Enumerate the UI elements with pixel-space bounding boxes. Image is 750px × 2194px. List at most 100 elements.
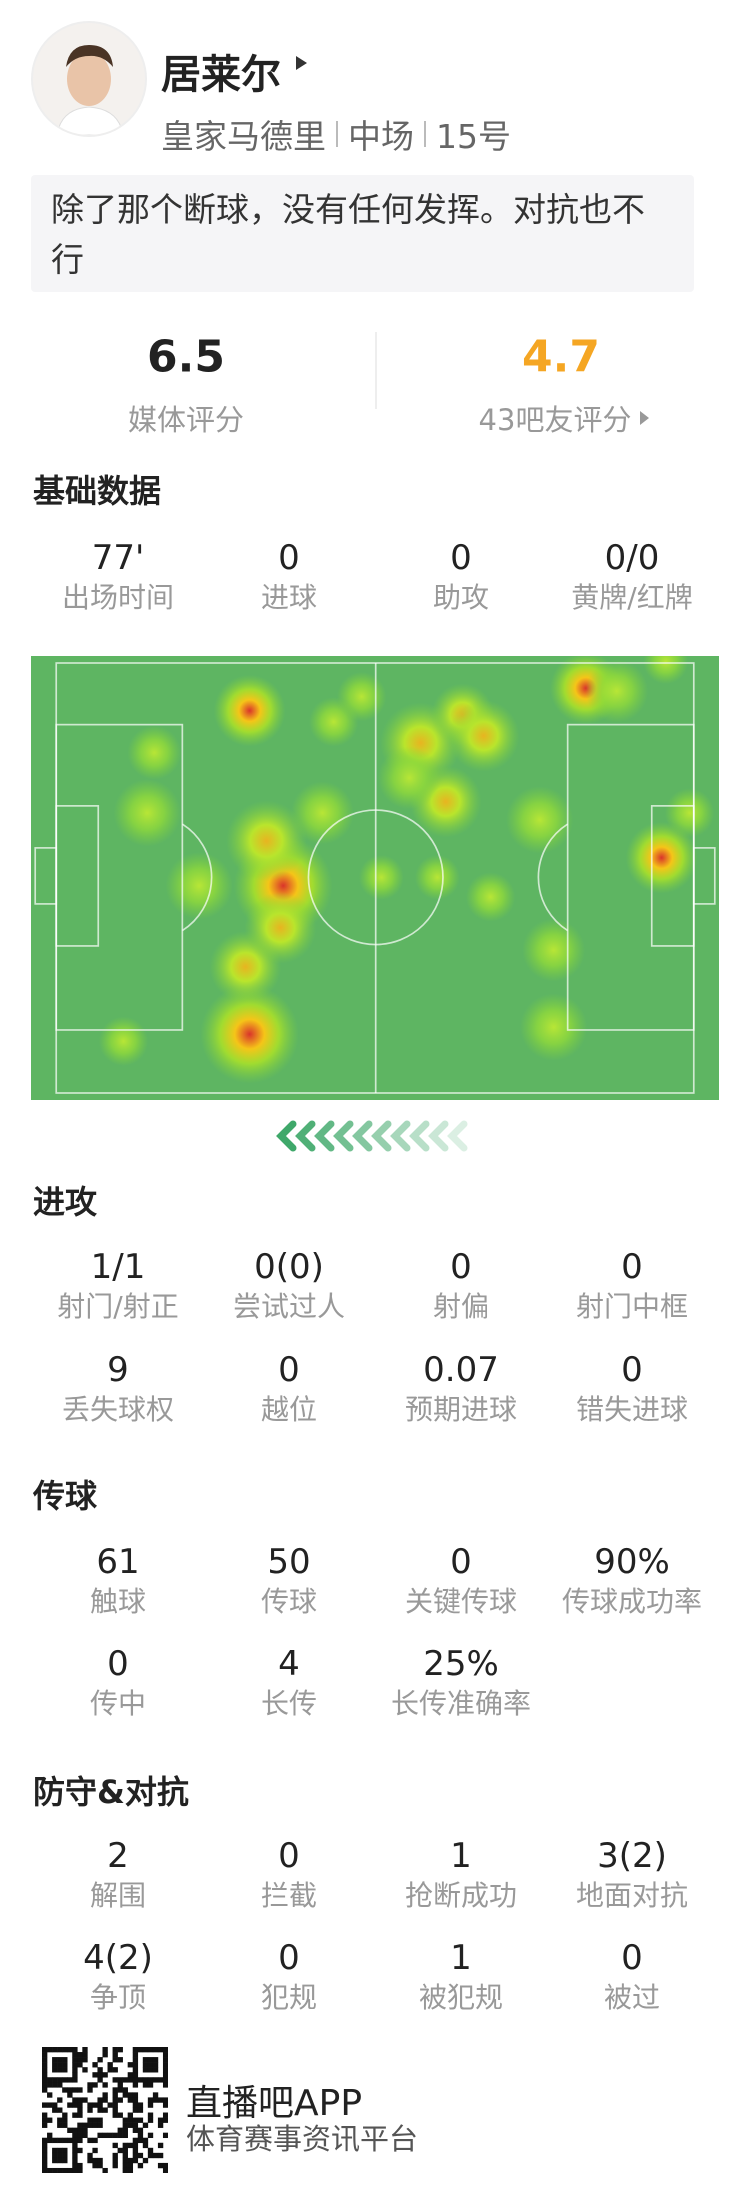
qr-module <box>97 2097 103 2103</box>
team: 皇家马德里 <box>161 117 326 156</box>
qr-module <box>97 2157 103 2164</box>
qr-module <box>57 2157 63 2164</box>
chevron <box>295 1120 316 1152</box>
stat-value: 0 <box>278 1938 300 1978</box>
qr-module <box>47 2102 53 2108</box>
qr-module <box>102 2167 108 2173</box>
qr-module <box>147 2057 154 2063</box>
heat-spot <box>226 800 307 882</box>
stat-label: 地面对抗 <box>575 1879 689 1912</box>
qr-module <box>152 2152 159 2159</box>
qr-module <box>162 2077 168 2083</box>
qr-module <box>82 2067 88 2073</box>
qr-module <box>127 2122 134 2128</box>
pager-indicator <box>276 1120 468 1152</box>
qr-module <box>92 2147 98 2154</box>
qr-module <box>112 2097 118 2103</box>
qr-module <box>127 2092 134 2098</box>
qr-module <box>112 2152 118 2159</box>
qr-module <box>42 2157 48 2164</box>
qr-module <box>57 2122 63 2128</box>
qr-module <box>57 2117 63 2123</box>
qr-module <box>132 2047 139 2053</box>
qr-module <box>112 2057 118 2063</box>
qr-module <box>132 2072 139 2078</box>
qr-module <box>72 2132 78 2139</box>
qr-module <box>112 2067 118 2073</box>
qr-module <box>52 2137 58 2144</box>
qr-module <box>117 2057 123 2063</box>
qr-module <box>122 2167 128 2173</box>
qr-module <box>137 2152 144 2159</box>
qr-module <box>127 2077 134 2083</box>
stat-value: 1 <box>450 1938 472 1978</box>
qr-module <box>92 2062 98 2068</box>
qr-module <box>77 2052 83 2058</box>
qr-module <box>57 2152 63 2159</box>
qr-module <box>127 2112 134 2118</box>
stat-value: 0.07 <box>423 1350 499 1390</box>
app-tagline: 体育赛事资讯平台 <box>186 2122 419 2156</box>
qr-module <box>67 2047 73 2053</box>
qr-module <box>112 2162 118 2169</box>
stat-value: 2 <box>107 1836 129 1876</box>
qr-module <box>112 2102 118 2108</box>
qr-module <box>62 2137 68 2144</box>
qr-module <box>112 2132 118 2139</box>
qr-module <box>107 2132 113 2139</box>
qr-module <box>147 2152 154 2159</box>
qr-module <box>67 2127 73 2133</box>
qr-module <box>122 2132 128 2139</box>
qr-module <box>132 2077 139 2083</box>
qr-module <box>132 2057 139 2063</box>
qr-module <box>42 2087 48 2093</box>
heat-spot <box>98 1016 149 1066</box>
stat-value: 0 <box>621 1938 643 1978</box>
qr-module <box>162 2102 168 2108</box>
qr-module <box>77 2087 83 2093</box>
stat-value: 0 <box>450 1542 472 1582</box>
qr-module <box>42 2047 48 2053</box>
qr-module <box>87 2122 93 2128</box>
stat-label: 出场时间 <box>61 581 175 614</box>
divider <box>375 332 377 409</box>
qr-module <box>57 2097 63 2103</box>
heat-spot <box>377 746 441 810</box>
qr-module <box>47 2132 53 2139</box>
fan-rating-label[interactable]: 43吧友评分 <box>478 403 632 437</box>
qr-module <box>162 2047 168 2053</box>
qr-module <box>77 2127 83 2133</box>
qr-module <box>132 2107 139 2113</box>
stat-value: 61 <box>96 1542 140 1582</box>
heat-spot <box>520 993 588 1061</box>
qr-module <box>72 2127 78 2133</box>
qr-module <box>72 2067 78 2073</box>
qr-module <box>112 2157 118 2164</box>
chevron <box>447 1120 468 1152</box>
heat-spot <box>244 891 317 964</box>
qr-module <box>77 2122 83 2128</box>
qr-module <box>132 2062 139 2068</box>
player-name[interactable]: 居莱尔 <box>161 52 281 98</box>
qr-module <box>42 2082 48 2088</box>
qr-module <box>162 2162 168 2169</box>
position: 中场 <box>348 117 414 156</box>
avatar[interactable] <box>31 21 147 137</box>
stat-label: 长传 <box>260 1687 318 1720</box>
chevron <box>276 1120 297 1152</box>
section-title: 防守&对抗 <box>33 1773 189 1811</box>
qr-module <box>157 2122 164 2128</box>
qr-module <box>87 2117 93 2123</box>
qr-module <box>152 2057 159 2063</box>
qr-module <box>87 2082 93 2088</box>
qr-module <box>52 2077 58 2083</box>
qr-module <box>122 2087 128 2093</box>
qr-module <box>102 2052 108 2058</box>
qr-module <box>97 2067 103 2073</box>
qr-module <box>77 2102 83 2108</box>
qr-module <box>82 2047 88 2053</box>
qr-module <box>117 2082 123 2088</box>
qr-module <box>162 2082 168 2088</box>
qr-module <box>42 2122 48 2128</box>
qr-module <box>97 2107 103 2113</box>
